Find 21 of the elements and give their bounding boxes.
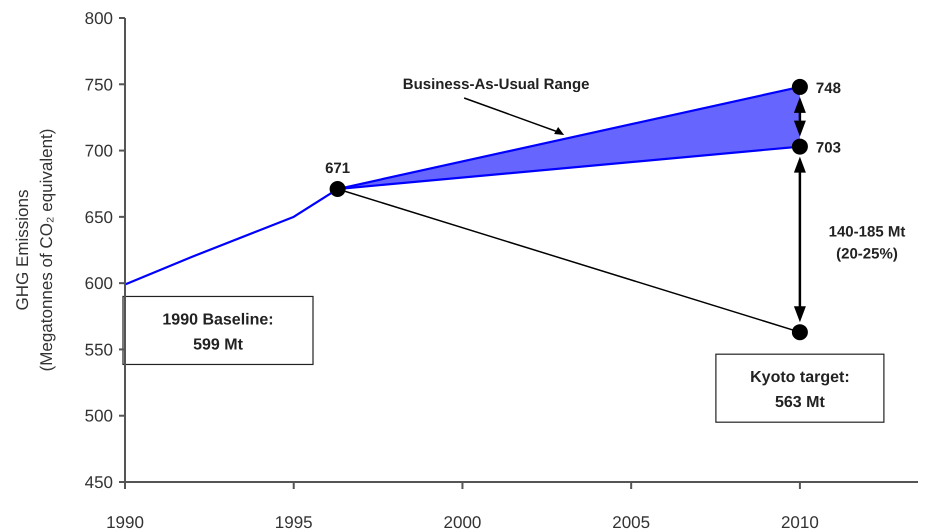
annotation: 140-185 Mt (20-25%) — [828, 224, 906, 263]
y-tick-label: 450 — [84, 473, 113, 492]
x-tick-label: 1995 — [274, 513, 313, 531]
x-tick-label: 2000 — [444, 513, 482, 531]
y-axis-title: GHG Emissions (Megatonnes of CO₂ equivalent) — [13, 128, 56, 372]
y-tick-label: 800 — [84, 9, 113, 28]
annotation: 1990 Baseline: 599 Mt — [162, 311, 274, 354]
x-tick-label: 2005 — [612, 513, 650, 531]
annotation: Kyoto target: 563 Mt — [750, 369, 850, 412]
y-tick-label: 600 — [84, 274, 113, 294]
y-tick-label: 700 — [84, 142, 113, 161]
y-tick-label: 650 — [84, 208, 113, 227]
data-label: 671 — [325, 160, 350, 178]
data-label: 748 — [816, 80, 841, 97]
y-tick-label: 550 — [84, 340, 113, 360]
data-label: 703 — [816, 140, 841, 157]
y-tick-label: 750 — [84, 75, 113, 94]
x-tick-label: 2010 — [780, 513, 819, 531]
x-tick-label: 1990 — [106, 513, 144, 531]
y-tick-label: 500 — [84, 406, 113, 426]
annotation: Business-As-Usual Range — [402, 76, 590, 93]
